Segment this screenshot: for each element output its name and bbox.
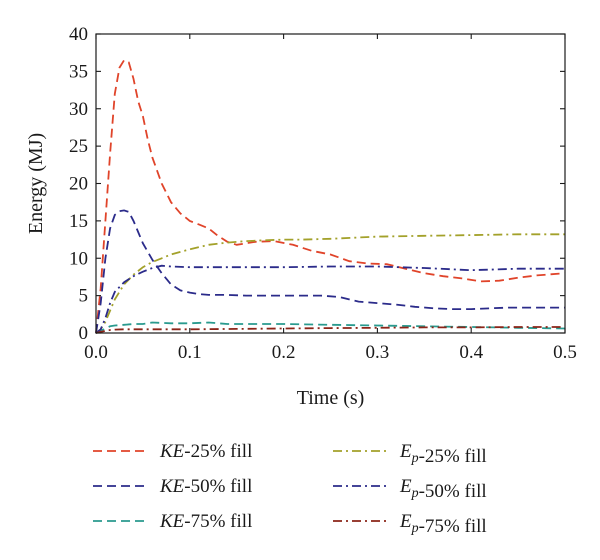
plot-area xyxy=(95,59,566,334)
x-tick-label: 0.1 xyxy=(178,342,202,363)
y-axis-label: Energy (MJ) xyxy=(25,133,47,234)
x-tick-label: 0.2 xyxy=(272,342,296,363)
series-line-4 xyxy=(95,233,565,334)
x-axis-ticks: 0.0 0.1 0.2 0.3 0.4 0.5 xyxy=(84,34,577,363)
x-tick-label: 0.4 xyxy=(459,342,483,363)
y-tick-label: 30 xyxy=(69,99,88,120)
legend-label-5: Ep-50% fill xyxy=(399,476,487,502)
x-axis-label: Time (s) xyxy=(297,387,365,409)
series-line-1 xyxy=(95,59,566,334)
y-tick-label: 20 xyxy=(69,174,88,195)
legend-label-3: KE-75% fill xyxy=(159,511,252,532)
legend-label-6: Ep-75% fill xyxy=(399,511,487,537)
series-line-3 xyxy=(95,321,566,334)
series-line-2 xyxy=(95,209,565,334)
x-tick-label: 0.3 xyxy=(366,342,390,363)
y-axis-ticks: 0 5 10 15 20 25 30 35 40 xyxy=(69,24,565,344)
y-tick-label: 15 xyxy=(69,211,88,232)
y-tick-label: 35 xyxy=(69,61,88,82)
series-line-5 xyxy=(95,264,565,334)
plot-frame xyxy=(95,33,566,334)
y-tick-label: 5 xyxy=(79,286,89,307)
legend-label-1: KE-25% fill xyxy=(159,441,252,462)
x-tick-label: 0.0 xyxy=(84,342,108,363)
legend-label-2: KE-50% fill xyxy=(159,476,252,497)
legend: KE-25% fill KE-50% fill KE-75% fill Ep-25% … xyxy=(93,441,487,537)
legend-label-4: Ep-25% fill xyxy=(399,441,487,467)
y-tick-label: 40 xyxy=(69,24,88,45)
x-tick-label: 0.5 xyxy=(553,342,577,363)
series-line-6 xyxy=(95,326,565,334)
y-tick-label: 0 xyxy=(79,323,89,344)
y-tick-label: 10 xyxy=(69,248,88,269)
y-tick-label: 25 xyxy=(69,136,88,157)
